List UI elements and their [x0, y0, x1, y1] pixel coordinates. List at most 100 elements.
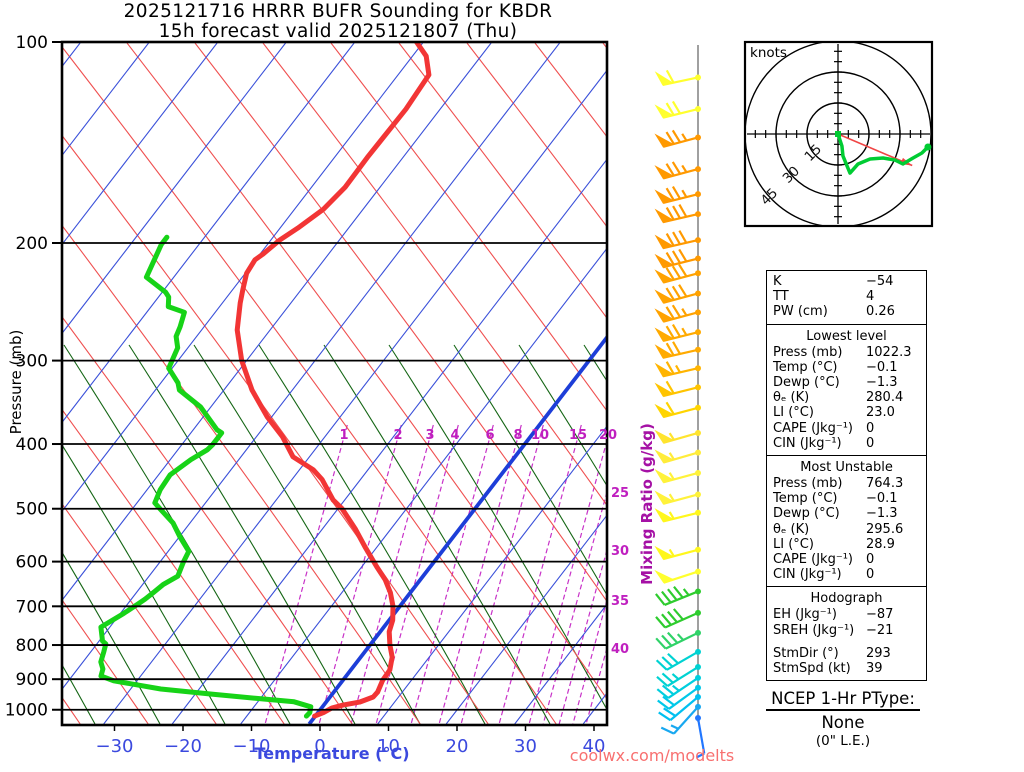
index-row: LI (°C) 23.0	[773, 405, 920, 420]
index-value: 0	[866, 552, 875, 568]
index-label: StmDir (°)	[773, 645, 839, 661]
wind-barb-half-feather	[681, 164, 688, 173]
index-value: 280.4	[866, 390, 904, 406]
index-row: LI (°C) 28.9	[773, 537, 920, 552]
isotherm-line	[103, 70, 606, 724]
isotherm-line	[377, 426, 606, 724]
pressure-tick-label: 900	[16, 670, 48, 690]
hodograph-ring-label: 15	[802, 141, 825, 164]
wind-barb	[654, 568, 701, 584]
wind-barb	[654, 401, 701, 419]
wind-barb-dot	[695, 191, 701, 198]
index-label: LI (°C)	[773, 405, 814, 421]
wind-barb-dot	[695, 509, 701, 516]
wind-barb-staff	[696, 717, 706, 754]
wind-barb	[654, 230, 701, 250]
mixing-ratio-line	[542, 493, 606, 724]
index-section-title: Hodograph	[810, 591, 883, 607]
mixing-ratio-tick-label: 6	[485, 428, 494, 443]
moist-adiabat-line	[518, 344, 606, 486]
wind-barb-feather	[667, 631, 679, 644]
mixing-ratio-line	[438, 424, 522, 724]
dry-adiabat-line	[63, 504, 217, 724]
wind-barb-dot	[695, 491, 701, 498]
temperature-tick-label: −10	[233, 736, 271, 757]
mixing-ratio-tick-label: 1	[339, 428, 348, 443]
wind-barb-feather	[665, 380, 675, 394]
index-value: 39	[866, 661, 883, 677]
wind-barb	[654, 100, 701, 119]
wind-barb	[654, 248, 701, 269]
temperature-tick-label: 30	[514, 736, 537, 757]
index-row: Temp (°C) −0.1	[773, 491, 920, 506]
wind-barb-dot	[695, 546, 701, 553]
isotherm-line	[63, 43, 218, 245]
mixing-ratio-line	[460, 424, 544, 724]
wind-barb-feather	[678, 248, 688, 263]
wind-barb-feather	[671, 285, 682, 299]
wind-barb	[654, 341, 701, 359]
wind-barb-dot	[695, 237, 701, 244]
wind-barb	[655, 608, 701, 629]
wind-barb	[656, 674, 701, 699]
wind-barb-half-feather	[670, 724, 679, 730]
wind-barb-feather	[673, 586, 684, 599]
index-row: StmDir (°) 293	[773, 646, 920, 661]
index-value: 0.26	[866, 304, 895, 320]
wind-barb	[656, 664, 701, 688]
wind-barb-pennant	[654, 208, 674, 223]
wind-barb-pennant	[654, 133, 675, 148]
index-label: Press (mb)	[773, 476, 843, 492]
index-label: θₑ (K)	[773, 521, 810, 537]
mixing-ratio-tick-label: 20	[599, 428, 617, 443]
isotherm-line	[63, 43, 150, 156]
wind-barb-feather	[672, 231, 681, 245]
wind-barb-pennant	[654, 382, 675, 397]
wind-barb-feather	[665, 206, 675, 221]
wind-barb-pennant	[654, 449, 675, 464]
wind-barb	[654, 161, 701, 180]
index-label: Temp (°C)	[773, 359, 838, 375]
wind-barb	[654, 469, 701, 484]
index-label: CAPE (Jkg⁻¹)	[773, 552, 853, 568]
index-row: EH (Jkg⁻¹) −87	[773, 607, 920, 622]
dry-adiabat-line	[330, 43, 606, 411]
wind-barb-feather	[665, 361, 675, 375]
wind-barb-pennant	[654, 362, 674, 377]
mixing-ratio-tick-label: 25	[611, 486, 629, 501]
pressure-tick-label: 500	[16, 500, 48, 520]
index-row: Dewp (°C) −1.3	[773, 375, 920, 390]
index-value: 4	[866, 289, 875, 305]
dry-adiabat-line	[466, 43, 606, 227]
index-value: 0	[866, 435, 875, 451]
wind-barb-feather	[661, 590, 672, 604]
wind-barb-dot	[695, 674, 701, 681]
moist-adiabat-line	[323, 344, 551, 724]
wind-barb-feather	[678, 284, 688, 298]
wind-barb-feather	[667, 588, 678, 601]
index-value: 1022.3	[866, 344, 912, 360]
wind-barb	[654, 186, 701, 204]
wind-barb-feather	[672, 205, 681, 219]
mixing-ratio-tick-label: 2	[393, 428, 402, 443]
skewt-background	[63, 43, 606, 724]
wind-barb-feather	[665, 233, 675, 247]
isotherm-line	[514, 604, 606, 724]
wind-barb-dot	[695, 684, 701, 691]
mixing-ratio-tick-label: 4	[450, 428, 459, 443]
wind-barb-feather	[663, 707, 677, 717]
wind-barb-pennant	[654, 308, 675, 323]
dry-adiabat-line	[63, 135, 489, 724]
wind-barb-feather	[658, 711, 672, 722]
wind-barb	[654, 429, 701, 444]
index-section: Lowest level Press (mb) 1022.3 Temp (°C) −0.…	[767, 323, 926, 455]
moist-adiabat-line	[63, 553, 161, 724]
dry-adiabat-line	[63, 410, 285, 724]
hodograph-trace	[836, 133, 930, 175]
index-label: Press (mb)	[773, 344, 843, 360]
temperature-tick-label: 40	[583, 736, 606, 757]
index-section: Hodograph EH (Jkg⁻¹) −87 SREH (Jkg⁻¹) −21 Stm…	[767, 586, 926, 680]
wind-barb-dot	[695, 74, 701, 81]
pressure-tick-label: 700	[16, 597, 48, 617]
wind-barb-feather	[671, 304, 682, 318]
